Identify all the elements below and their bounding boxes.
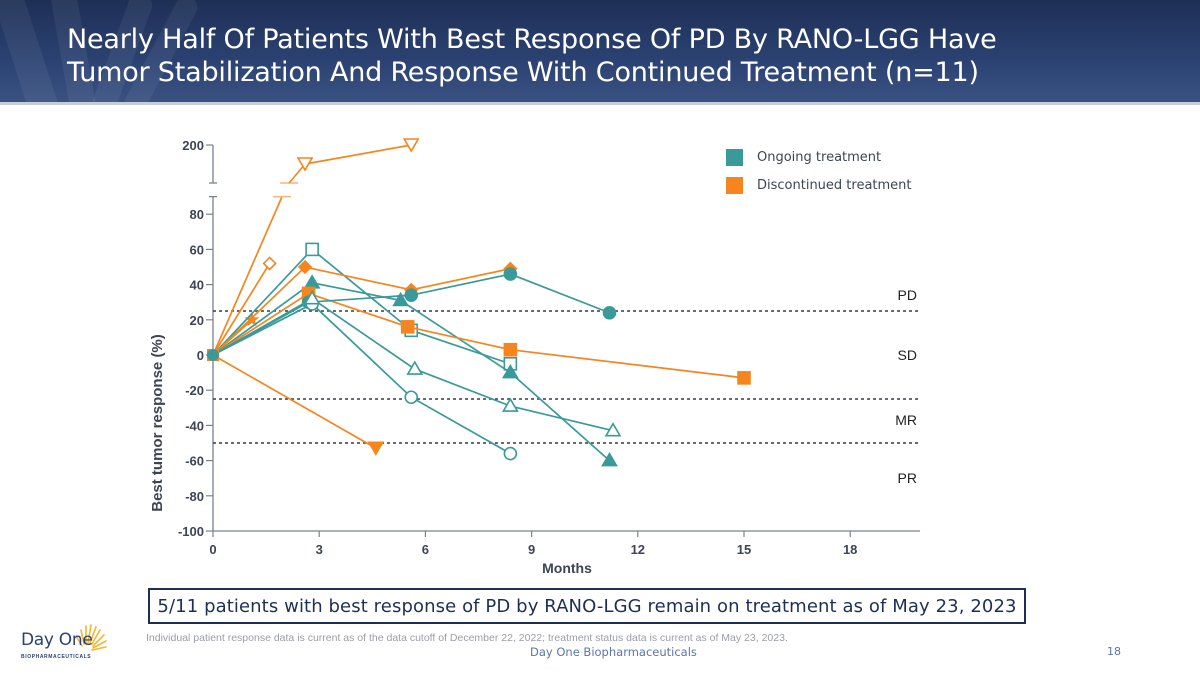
y-tick-label: -40 bbox=[185, 418, 204, 433]
data-point bbox=[400, 320, 415, 334]
series-triangle-down bbox=[212, 354, 385, 456]
data-point bbox=[404, 390, 419, 405]
data-point bbox=[404, 288, 419, 302]
data-point bbox=[601, 452, 618, 467]
y-tick-label: -80 bbox=[185, 489, 204, 504]
legend-item-discontinued: Discontinued treatment bbox=[726, 171, 912, 199]
slide-header: Nearly Half Of Patients With Best Respon… bbox=[0, 0, 1200, 102]
data-point bbox=[402, 138, 420, 153]
company-logo: Day One BIOPHARMACEUTICALS bbox=[18, 620, 108, 665]
data-point bbox=[503, 342, 518, 357]
region-label-mr: MR bbox=[895, 412, 917, 428]
title-line-2: Tumor Stabilization And Response With Co… bbox=[67, 57, 979, 88]
data-point bbox=[406, 360, 424, 375]
origin-markers bbox=[207, 349, 219, 361]
header-divider bbox=[0, 102, 1200, 105]
y-tick-label: 80 bbox=[190, 207, 204, 222]
data-point bbox=[303, 274, 321, 289]
series-triangle bbox=[212, 274, 618, 467]
series-line bbox=[212, 354, 377, 450]
series-diamond-open bbox=[212, 256, 277, 356]
y-tick-label: 200 bbox=[182, 138, 204, 153]
x-tick-label: 9 bbox=[528, 542, 535, 557]
y-axis-label: Best tumor response (%) bbox=[149, 334, 166, 512]
origin-marker bbox=[207, 349, 219, 361]
slide-title: Nearly Half Of Patients With Best Respon… bbox=[67, 23, 1167, 89]
legend-label: Discontinued treatment bbox=[757, 177, 912, 193]
sun-icon bbox=[75, 624, 107, 651]
legend-label: Ongoing treatment bbox=[757, 149, 882, 165]
data-point bbox=[392, 291, 410, 307]
data-point bbox=[501, 397, 519, 412]
region-label-sd: SD bbox=[898, 347, 917, 363]
footnote: Individual patient response data is curr… bbox=[146, 632, 788, 644]
data-point bbox=[305, 242, 319, 257]
series-line bbox=[212, 292, 745, 379]
region-label-pd: PD bbox=[898, 287, 917, 303]
series-triangle-down-open bbox=[212, 138, 420, 356]
key-takeaway-callout: 5/11 patients with best response of PD b… bbox=[148, 588, 1026, 624]
series-line bbox=[212, 266, 511, 356]
header-decoration bbox=[0, 0, 61, 102]
region-label-pr: PR bbox=[898, 470, 917, 486]
logo-subtext: BIOPHARMACEUTICALS bbox=[21, 654, 92, 660]
data-point bbox=[503, 446, 518, 461]
data-point bbox=[737, 371, 751, 385]
y-tick-label: -100 bbox=[178, 524, 204, 539]
region-labels: PD SD MR PR bbox=[895, 287, 917, 486]
series-line bbox=[212, 263, 271, 356]
data-point bbox=[503, 267, 518, 281]
title-line-1: Nearly Half Of Patients With Best Respon… bbox=[67, 24, 997, 55]
series-line bbox=[212, 248, 511, 365]
chart-axes: -100 -80 -60 -40 -20 0 20 40 60 80 200 0 3 6 9 12 15 18 bbox=[178, 138, 920, 557]
data-point bbox=[296, 157, 314, 172]
chart-series bbox=[207, 138, 751, 467]
page-number: 18 bbox=[1107, 645, 1121, 658]
series-square bbox=[212, 286, 751, 385]
y-tick-label: -20 bbox=[185, 383, 204, 398]
y-tick-label: -60 bbox=[185, 454, 204, 469]
series-line bbox=[212, 196, 283, 356]
data-point bbox=[297, 259, 313, 275]
y-tick-label: 20 bbox=[190, 313, 204, 328]
x-tick-label: 15 bbox=[737, 542, 751, 557]
tumor-response-chart: -100 -80 -60 -40 -20 0 20 40 60 80 200 0 3 6 9 12 15 18 P… bbox=[149, 138, 920, 576]
legend-swatch-discontinued bbox=[726, 176, 743, 194]
y-tick-label: 40 bbox=[190, 278, 204, 293]
data-point bbox=[262, 256, 277, 271]
y-tick-label: 60 bbox=[190, 242, 204, 257]
x-tick-label: 12 bbox=[631, 542, 645, 557]
series-line bbox=[212, 302, 511, 455]
data-point bbox=[303, 290, 321, 305]
reference-lines bbox=[213, 310, 920, 444]
data-point bbox=[367, 441, 385, 456]
data-point bbox=[604, 422, 622, 437]
series-line bbox=[304, 144, 412, 165]
x-tick-label: 3 bbox=[316, 542, 323, 557]
data-point bbox=[602, 305, 617, 320]
legend-swatch-ongoing bbox=[726, 148, 743, 166]
series-triangle-open bbox=[212, 290, 622, 437]
data-point bbox=[501, 364, 519, 379]
series-line bbox=[288, 163, 306, 184]
y-tick-label: 0 bbox=[197, 348, 204, 363]
x-tick-label: 0 bbox=[209, 542, 216, 557]
chart-legend: Ongoing treatment Discontinued treatment bbox=[726, 143, 912, 199]
legend-item-ongoing: Ongoing treatment bbox=[726, 143, 912, 171]
x-axis-label: Months bbox=[542, 560, 592, 576]
logo-text: Day One bbox=[21, 630, 93, 650]
footer-company-name: Day One Biopharmaceuticals bbox=[530, 645, 697, 659]
x-tick-label: 6 bbox=[422, 542, 429, 557]
series-square-open bbox=[212, 242, 518, 371]
x-tick-label: 18 bbox=[843, 542, 857, 557]
